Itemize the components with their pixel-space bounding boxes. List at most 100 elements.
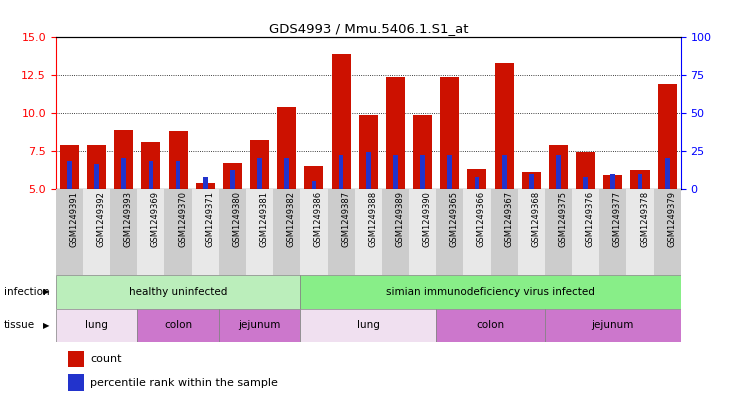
Bar	[653, 189, 681, 275]
Bar	[393, 155, 398, 189]
Bar	[68, 374, 84, 391]
Bar	[447, 155, 452, 189]
Bar	[246, 189, 273, 275]
Bar	[196, 183, 215, 189]
Bar	[250, 140, 269, 189]
Bar	[436, 37, 464, 189]
Bar	[219, 37, 246, 189]
Text: healthy uninfected: healthy uninfected	[129, 287, 227, 297]
Bar	[382, 189, 409, 275]
Text: infection: infection	[4, 287, 49, 297]
Bar	[490, 189, 518, 275]
Bar	[169, 131, 187, 189]
Bar	[138, 309, 219, 342]
Bar	[522, 172, 541, 189]
Text: GSM1249371: GSM1249371	[205, 191, 214, 247]
Text: GSM1249369: GSM1249369	[151, 191, 160, 247]
Bar	[366, 152, 371, 189]
Bar	[176, 162, 181, 189]
Bar	[121, 158, 126, 189]
Bar	[219, 189, 246, 275]
Bar	[501, 155, 507, 189]
Bar	[301, 37, 327, 189]
Text: ▶: ▶	[43, 321, 50, 330]
Bar	[382, 37, 409, 189]
Bar	[464, 37, 490, 189]
Bar	[83, 37, 110, 189]
Bar	[545, 37, 572, 189]
Bar	[332, 54, 350, 189]
Bar	[149, 162, 153, 189]
Bar	[518, 37, 545, 189]
Bar	[436, 189, 464, 275]
Bar	[223, 163, 242, 189]
Bar	[665, 158, 670, 189]
Text: GSM1249390: GSM1249390	[423, 191, 432, 247]
Bar	[440, 77, 459, 189]
Bar	[638, 173, 642, 189]
Bar	[164, 37, 192, 189]
Bar	[94, 164, 99, 189]
Bar	[386, 77, 405, 189]
Bar	[436, 309, 545, 342]
Bar	[141, 142, 161, 189]
Bar	[572, 189, 599, 275]
Text: GSM1249366: GSM1249366	[477, 191, 486, 247]
Bar	[257, 158, 262, 189]
Bar	[284, 158, 289, 189]
Bar	[60, 145, 79, 189]
Bar	[599, 37, 626, 189]
Text: GSM1249375: GSM1249375	[559, 191, 568, 247]
Bar	[359, 114, 378, 189]
Bar	[67, 162, 71, 189]
Bar	[230, 171, 235, 189]
Bar	[611, 173, 615, 189]
Bar	[545, 309, 681, 342]
Bar	[192, 189, 219, 275]
Text: GSM1249393: GSM1249393	[124, 191, 132, 247]
Text: jejunum: jejunum	[591, 320, 634, 330]
Bar	[203, 176, 208, 189]
Bar	[599, 189, 626, 275]
Text: GSM1249389: GSM1249389	[396, 191, 405, 247]
Bar	[87, 145, 106, 189]
Text: count: count	[90, 354, 122, 364]
Bar	[475, 176, 479, 189]
Bar	[278, 107, 296, 189]
Text: GSM1249368: GSM1249368	[531, 191, 540, 247]
Bar	[413, 114, 432, 189]
Text: GSM1249365: GSM1249365	[450, 191, 459, 247]
Bar	[273, 37, 301, 189]
Bar	[312, 181, 316, 189]
Bar	[56, 275, 301, 309]
Bar	[545, 189, 572, 275]
Bar	[420, 155, 425, 189]
Text: GSM1249377: GSM1249377	[613, 191, 622, 247]
Bar	[273, 189, 301, 275]
Text: percentile rank within the sample: percentile rank within the sample	[90, 378, 278, 387]
Text: GSM1249376: GSM1249376	[586, 191, 594, 247]
Bar	[301, 275, 681, 309]
Text: colon: colon	[164, 320, 192, 330]
Bar	[583, 176, 588, 189]
Title: GDS4993 / Mmu.5406.1.S1_at: GDS4993 / Mmu.5406.1.S1_at	[269, 22, 468, 35]
Text: jejunum: jejunum	[238, 320, 280, 330]
Bar	[409, 37, 436, 189]
Bar	[626, 189, 653, 275]
Bar	[246, 37, 273, 189]
Text: GSM1249391: GSM1249391	[69, 191, 78, 247]
Text: GSM1249388: GSM1249388	[368, 191, 377, 247]
Bar	[301, 309, 436, 342]
Bar	[164, 189, 192, 275]
Bar	[626, 37, 653, 189]
Bar	[138, 189, 164, 275]
Text: GSM1249380: GSM1249380	[232, 191, 241, 247]
Bar	[304, 166, 324, 189]
Bar	[518, 189, 545, 275]
Text: GSM1249392: GSM1249392	[97, 191, 106, 247]
Text: GSM1249367: GSM1249367	[504, 191, 513, 247]
Bar	[495, 63, 513, 189]
Text: GSM1249387: GSM1249387	[341, 191, 350, 247]
Text: GSM1249381: GSM1249381	[260, 191, 269, 247]
Text: tissue: tissue	[4, 320, 35, 330]
